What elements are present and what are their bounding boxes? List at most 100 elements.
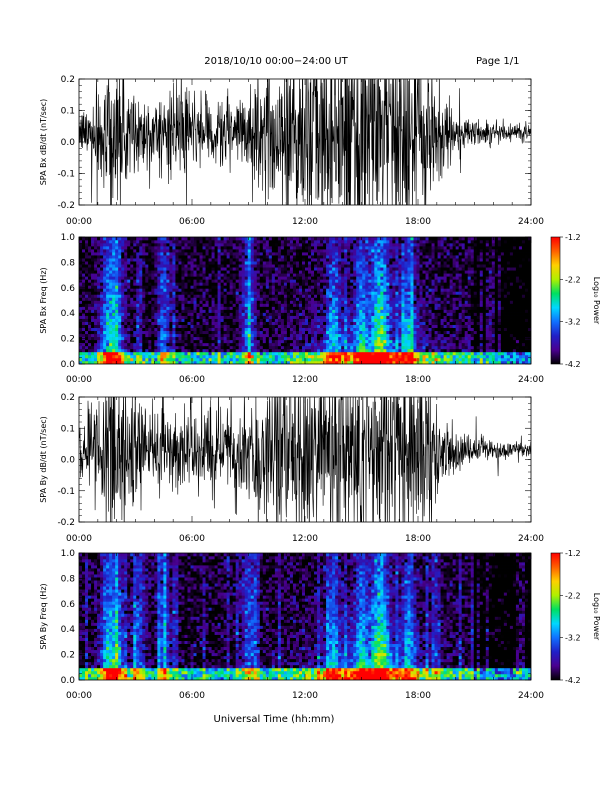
spectrogram-cell — [154, 339, 158, 344]
spectrogram-cell — [208, 327, 212, 332]
spectrogram-cell — [253, 345, 258, 350]
spectrogram-cell — [277, 318, 282, 322]
spectrogram-cell — [268, 294, 273, 298]
spectrogram-cell — [130, 249, 134, 253]
spectrogram-cell — [274, 297, 279, 301]
spectrogram-cell — [308, 336, 312, 341]
spectrogram-cell — [368, 357, 372, 362]
spectrogram-cell — [416, 342, 420, 347]
spectrogram-cell — [329, 246, 333, 250]
spectrogram-cell — [274, 321, 279, 325]
spectrogram-cell — [79, 312, 83, 316]
spectrogram-cell — [323, 339, 327, 344]
spectrogram-cell — [380, 360, 384, 364]
spectrogram-cell — [326, 279, 330, 283]
spectrogram-cell — [344, 309, 348, 313]
spectrogram-cell — [298, 246, 303, 250]
spectrogram-cell — [262, 306, 267, 310]
spectrogram-cell — [341, 249, 345, 253]
spectrogram-cell — [368, 327, 372, 332]
spectrogram-cell — [265, 303, 270, 307]
spectrogram-cell — [205, 255, 209, 259]
spectrogram-cell — [347, 318, 351, 322]
spectrogram-cell — [220, 246, 224, 250]
spectrogram-cell — [151, 351, 155, 356]
spectrogram-cell — [190, 270, 194, 274]
spectrogram-cell — [277, 327, 282, 332]
spectrogram-cell — [148, 285, 152, 289]
spectrogram-cell — [202, 318, 206, 322]
spectrogram-cell — [217, 330, 221, 335]
spectrogram-cell — [362, 294, 366, 298]
spectrogram-cell — [241, 240, 246, 244]
spectrogram-cell — [419, 288, 423, 292]
spectrogram-cell — [97, 282, 101, 286]
spectrogram-cell — [413, 282, 417, 286]
spectrogram-cell — [398, 342, 402, 347]
spectrogram-cell — [326, 351, 330, 356]
spectrogram-cell — [211, 258, 215, 262]
spectrogram-cell — [223, 249, 227, 253]
spectrogram-cell — [338, 255, 342, 259]
spectrogram-cell — [214, 264, 218, 268]
spectrogram-cell — [422, 342, 426, 347]
spectrogram-cell — [109, 312, 113, 316]
spectrogram-cell — [338, 240, 342, 244]
spectrogram-cell — [368, 240, 372, 244]
spectrogram-cell — [160, 312, 164, 316]
spectrogram-cell — [208, 351, 212, 356]
spectrogram-cell — [410, 306, 414, 310]
spectrogram-cell — [133, 270, 137, 274]
spectrogram-cell — [289, 333, 294, 338]
spectrogram-cell — [386, 285, 390, 289]
spectrogram-cell — [241, 321, 246, 325]
spectrogram-cell — [118, 342, 122, 347]
spectrogram-cell — [350, 339, 354, 344]
y-axis-label: SPA Bx dB/dt (nT/sec) — [39, 99, 48, 186]
spectrogram-cell — [217, 333, 221, 338]
x-tick-label: 12:00 — [292, 217, 318, 227]
spectrogram-cell — [383, 267, 387, 271]
spectrogram-cell — [359, 258, 363, 262]
spectrogram-cell — [256, 318, 261, 322]
spectrogram-cell — [94, 312, 98, 316]
spectrogram-cell — [362, 351, 366, 356]
spectrogram-cell — [199, 351, 203, 356]
spectrogram-cell — [268, 321, 273, 325]
spectrogram-cell — [223, 342, 227, 347]
spectrogram-cell — [329, 312, 333, 316]
spectrogram-cell — [94, 330, 98, 335]
spectrogram-cell — [148, 309, 152, 313]
spectrogram-cell — [268, 258, 273, 262]
spectrogram-cell — [401, 306, 405, 310]
spectrogram-cell — [314, 288, 318, 292]
spectrogram-cell — [211, 261, 215, 265]
spectrogram-cell — [314, 351, 318, 356]
spectrogram-cell — [386, 282, 390, 286]
spectrogram-cell — [314, 306, 318, 310]
spectrogram-cell — [398, 330, 402, 335]
spectrogram-cell — [187, 309, 191, 313]
spectrogram-cell — [217, 267, 221, 271]
spectrogram-cell — [172, 249, 176, 253]
spectrogram-cell — [298, 339, 303, 344]
spectrogram-cell — [103, 243, 107, 247]
spectrogram-cell — [277, 246, 282, 250]
spectrogram-cell — [368, 300, 372, 304]
spectrogram-cell — [377, 264, 381, 268]
spectrogram-cell — [160, 351, 164, 356]
spectrogram-cell — [169, 291, 173, 295]
spectrogram-cell — [317, 321, 321, 325]
spectrogram-cell — [404, 303, 408, 307]
y-tick-label: 0.1 — [61, 107, 75, 117]
spectrogram-cell — [199, 264, 203, 268]
spectrogram-cell — [133, 300, 137, 304]
spectrogram-cell — [398, 348, 402, 353]
spectrogram-cell — [187, 240, 191, 244]
spectrogram-cell — [244, 246, 249, 250]
spectrogram-cell — [202, 285, 206, 289]
spectrogram-cell — [247, 285, 252, 289]
spectrogram-cell — [202, 246, 206, 250]
spectrogram-cell — [85, 285, 89, 289]
spectrogram-cell — [232, 237, 236, 241]
